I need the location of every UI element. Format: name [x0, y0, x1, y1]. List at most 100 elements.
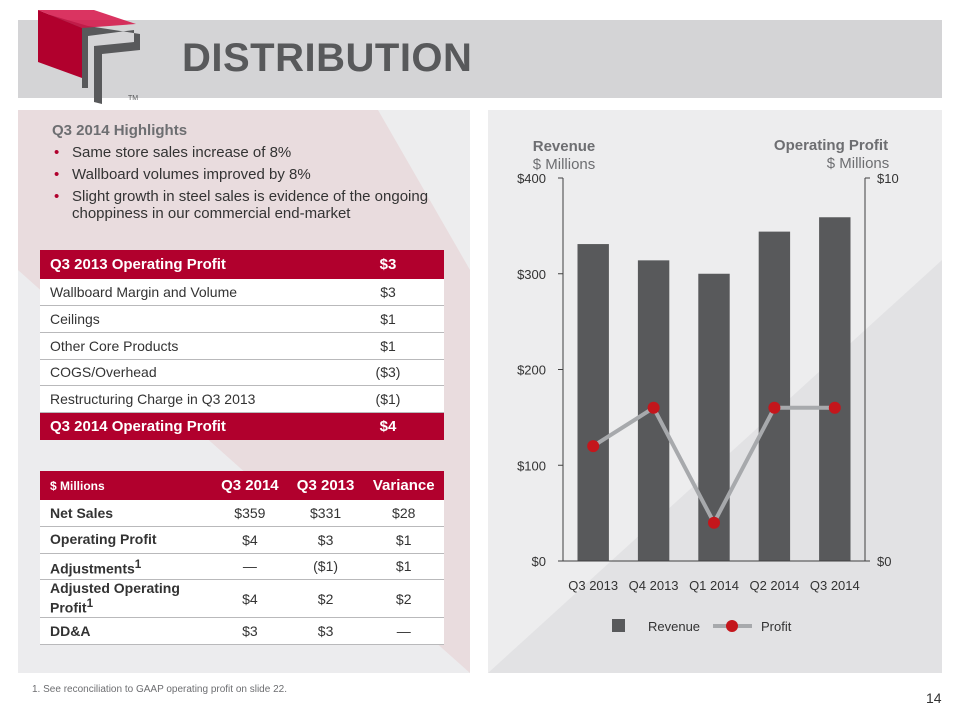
- table-row: Net Sales $359 $331 $28: [40, 500, 444, 528]
- table-cell: $28: [363, 500, 444, 528]
- x-axis-tick-label: Q1 2014: [689, 578, 739, 593]
- highlight-item: Same store sales increase of 8%: [52, 144, 457, 161]
- bridge-label: Wallboard Margin and Volume: [40, 279, 332, 307]
- table-cell: $4: [212, 526, 288, 554]
- bridge-value: ($1): [332, 385, 444, 413]
- table-cell: $3: [287, 617, 364, 645]
- table-cell: $2: [287, 579, 364, 619]
- financial-summary-table: $ Millions Q3 2014 Q3 2013 Variance Net …: [40, 471, 444, 645]
- profit-point: [647, 401, 660, 414]
- bridge-value: $4: [332, 412, 444, 441]
- table-cell: $331: [287, 500, 364, 528]
- right-axis-title: Operating Profit: [774, 137, 888, 154]
- revenue-bar: [577, 244, 609, 561]
- left-axis-tick-label: $400: [517, 171, 546, 186]
- left-axis-tick-label: $100: [517, 458, 546, 473]
- revenue-bar: [758, 231, 791, 561]
- table-row: Adjusted Operating Profit1 $4 $2 $2: [40, 579, 444, 619]
- legend-revenue-label: Revenue: [648, 619, 700, 634]
- table-cell: —: [363, 617, 444, 645]
- right-axis-tick-label: $10: [877, 171, 899, 186]
- bridge-label: Ceilings: [40, 305, 332, 333]
- table-row: Ceilings $1: [40, 305, 444, 333]
- table-row: Operating Profit $4 $3 $1: [40, 526, 444, 554]
- table-cell: $1: [363, 553, 444, 581]
- table-cell: $3: [287, 526, 364, 554]
- row-label: Adjustments1: [40, 553, 212, 581]
- table-cell: —: [212, 553, 288, 581]
- table-row: DD&A $3 $3 —: [40, 617, 444, 645]
- row-label-text: Operating Profit: [50, 531, 157, 548]
- left-axis-tick-label: $0: [532, 554, 546, 569]
- table-row: COGS/Overhead ($3): [40, 359, 444, 387]
- profit-point: [828, 401, 841, 414]
- left-axis-tick-label: $200: [517, 363, 546, 378]
- bridge-label: Q3 2014 Operating Profit: [40, 412, 332, 441]
- x-axis-tick-label: Q4 2013: [629, 578, 679, 593]
- highlights-list: Same store sales increase of 8% Wallboar…: [52, 144, 457, 227]
- bridge-value: $3: [332, 279, 444, 307]
- left-axis-tick-label: $300: [517, 267, 546, 282]
- x-axis-tick-label: Q3 2013: [568, 578, 618, 593]
- page-title: DISTRIBUTION: [182, 36, 473, 80]
- legend-profit-marker: [726, 620, 738, 632]
- column-header: Variance: [363, 471, 444, 500]
- profit-point: [768, 401, 781, 414]
- bridge-label: COGS/Overhead: [40, 359, 332, 387]
- highlight-item: Wallboard volumes improved by 8%: [52, 166, 457, 183]
- company-logo: TM: [38, 10, 140, 104]
- table-cell: $2: [363, 579, 444, 619]
- bridge-label: Q3 2013 Operating Profit: [40, 250, 332, 279]
- legend-profit-label: Profit: [761, 619, 792, 634]
- x-axis-tick-label: Q3 2014: [810, 578, 860, 593]
- table-row: Adjustments1 — ($1) $1: [40, 553, 444, 581]
- highlight-item: Slight growth in steel sales is evidence…: [52, 188, 457, 222]
- table-cell: $359: [212, 500, 288, 528]
- table-row: Q3 2014 Operating Profit $4: [40, 412, 444, 441]
- revenue-bar: [698, 273, 730, 561]
- operating-profit-bridge-table: Q3 2013 Operating Profit $3 Wallboard Ma…: [40, 250, 444, 441]
- row-label-text: Adjustments: [50, 560, 135, 577]
- bridge-label: Other Core Products: [40, 332, 332, 360]
- x-axis-tick-label: Q2 2014: [749, 578, 799, 593]
- left-axis-unit: $ Millions: [533, 156, 596, 173]
- profit-point: [587, 440, 600, 453]
- row-label: DD&A: [40, 617, 212, 645]
- table-row: Restructuring Charge in Q3 2013 ($1): [40, 385, 444, 413]
- row-label: Adjusted Operating Profit1: [40, 579, 212, 619]
- table-header-row: $ Millions Q3 2014 Q3 2013 Variance: [40, 471, 444, 500]
- trademark-mark: TM: [128, 95, 138, 102]
- table-cell: $1: [363, 526, 444, 554]
- profit-point: [708, 516, 720, 529]
- slide-number: 14: [926, 690, 942, 706]
- bridge-value: ($3): [332, 359, 444, 387]
- footnote: 1. See reconciliation to GAAP operating …: [32, 684, 287, 695]
- row-label-text: Net Sales: [50, 504, 114, 521]
- header-band: [18, 20, 942, 98]
- table-row: Q3 2013 Operating Profit $3: [40, 250, 444, 279]
- table-row: Wallboard Margin and Volume $3: [40, 279, 444, 307]
- highlights-heading: Q3 2014 Highlights: [52, 122, 188, 139]
- bridge-label: Restructuring Charge in Q3 2013: [40, 385, 332, 413]
- column-header: $ Millions: [40, 471, 212, 500]
- row-label: Net Sales: [40, 500, 212, 528]
- row-label-text: DD&A: [50, 622, 91, 639]
- bridge-value: $1: [332, 305, 444, 333]
- footnote-marker: 1: [134, 557, 142, 571]
- legend-revenue-swatch: [612, 619, 625, 632]
- table-cell: ($1): [287, 553, 364, 581]
- right-axis-unit: $ Millions: [827, 155, 890, 172]
- table-cell: $3: [212, 617, 288, 645]
- bridge-value: $3: [332, 250, 444, 279]
- table-cell: $4: [212, 579, 288, 619]
- column-header: Q3 2013: [287, 471, 364, 500]
- right-axis-tick-label: $0: [877, 554, 891, 569]
- row-label: Operating Profit: [40, 526, 212, 554]
- revenue-bar: [819, 217, 851, 561]
- table-row: Other Core Products $1: [40, 332, 444, 360]
- row-label-text: Adjusted Operating Profit: [50, 580, 180, 617]
- left-axis-title: Revenue: [533, 138, 596, 155]
- footnote-marker: 1: [86, 597, 94, 611]
- bridge-value: $1: [332, 332, 444, 360]
